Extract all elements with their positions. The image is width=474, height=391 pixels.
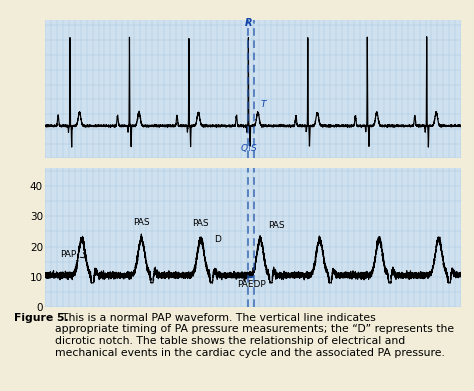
Text: This is a normal PAP waveform. The vertical line indicates
appropriate timing of: This is a normal PAP waveform. The verti… — [55, 313, 454, 358]
Text: R: R — [245, 18, 253, 29]
Text: PAS: PAS — [269, 221, 285, 230]
Text: PAP: PAP — [60, 249, 76, 258]
Text: PAS: PAS — [133, 218, 150, 227]
Text: T: T — [261, 100, 266, 109]
Text: Figure 5.: Figure 5. — [14, 313, 69, 323]
Text: D: D — [214, 235, 221, 244]
Text: PAEDP: PAEDP — [237, 280, 265, 289]
Text: S: S — [251, 143, 257, 152]
Text: |: | — [248, 142, 251, 151]
Text: PAS: PAS — [192, 219, 209, 228]
Text: Q: Q — [241, 143, 248, 152]
